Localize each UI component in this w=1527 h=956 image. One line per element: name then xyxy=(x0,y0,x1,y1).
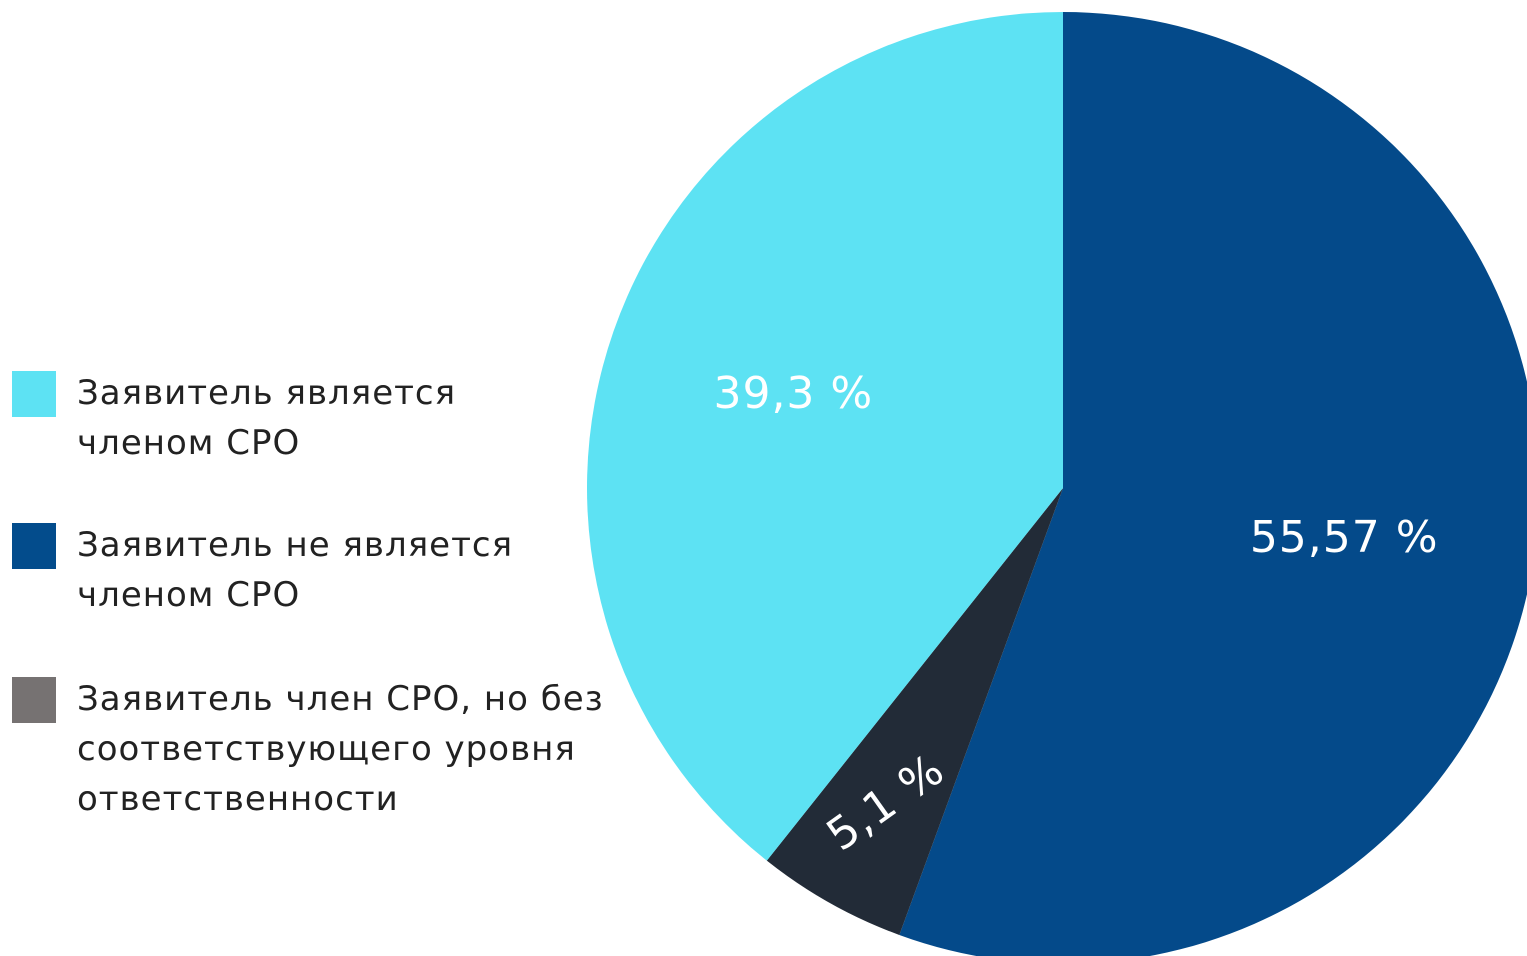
legend-swatch xyxy=(12,371,56,417)
legend: Заявитель является членом СРО Заявитель н… xyxy=(12,368,622,876)
legend-item: Заявитель член СРО, но без соответствующ… xyxy=(12,674,622,824)
slice-label: 55,57 % xyxy=(1249,511,1439,563)
pie-slice xyxy=(766,488,1063,935)
legend-item: Заявитель не является членом СРО xyxy=(12,520,622,620)
legend-item: Заявитель является членом СРО xyxy=(12,368,622,468)
legend-swatch xyxy=(12,677,56,723)
legend-label: Заявитель не является членом СРО xyxy=(77,525,514,615)
legend-swatch xyxy=(12,523,56,569)
pie-slice xyxy=(899,12,1527,956)
pie-slice xyxy=(587,12,1063,861)
legend-label: Заявитель член СРО, но без соответствующ… xyxy=(77,679,604,819)
legend-label: Заявитель является членом СРО xyxy=(77,373,457,463)
slice-label: 39,3 % xyxy=(713,367,874,419)
